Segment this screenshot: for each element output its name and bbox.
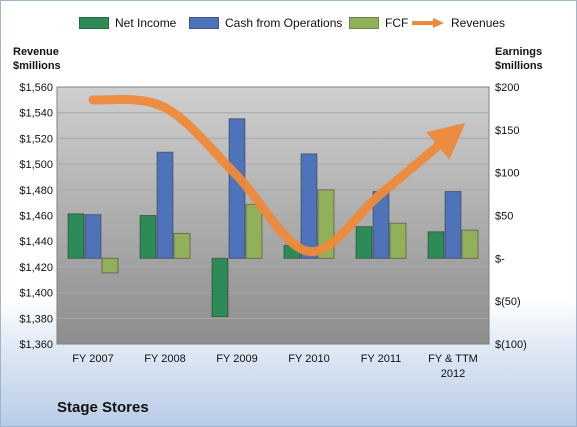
left-tick-label: $1,500	[19, 159, 53, 171]
category-label: FY 2008	[144, 353, 185, 365]
category-label: FY & TTM	[428, 353, 478, 365]
left-tick-label: $1,520	[19, 133, 53, 145]
fcf-bar	[173, 232, 191, 259]
cash-from-operations-bar	[84, 214, 102, 259]
chart-legend: Net Income Cash from Operations FCF Reve…	[1, 16, 576, 34]
legend-swatch-cash-from-operations	[189, 17, 219, 29]
legend-item-revenues: Revenues	[411, 16, 505, 30]
fcf-bar	[389, 222, 407, 259]
cash-from-operations-bar	[300, 153, 318, 259]
left-axis-title-line2: $millions	[13, 60, 61, 72]
legend-item-fcf: FCF	[349, 16, 408, 30]
company-name: Stage Stores	[57, 399, 149, 416]
left-tick-label: $1,540	[19, 108, 53, 120]
category-label: FY 2010	[288, 353, 329, 365]
right-axis-title-line2: $millions	[495, 60, 543, 72]
net-income-bar	[139, 215, 157, 259]
right-tick-label: $-	[495, 253, 505, 265]
left-tick-label: $1,420	[19, 262, 53, 274]
fcf-bar	[245, 203, 263, 259]
right-tick-label: $100	[495, 168, 519, 180]
right-tick-label: $150	[495, 125, 519, 137]
left-tick-label: $1,400	[19, 288, 53, 300]
legend-label-net-income: Net Income	[115, 16, 177, 30]
fcf-bar	[461, 229, 479, 259]
left-tick-label: $1,380	[19, 313, 53, 325]
legend-label-revenues: Revenues	[451, 16, 506, 30]
category-label: 2012	[441, 368, 465, 380]
left-tick-label: $1,440	[19, 236, 53, 248]
revenues-line	[88, 94, 466, 256]
legend-arrow-revenues	[412, 18, 444, 28]
left-tick-label: $1,480	[19, 185, 53, 197]
legend-swatch-fcf	[349, 17, 379, 29]
legend-label-cash-from-operations: Cash from Operations	[225, 16, 343, 30]
cash-from-operations-bar	[156, 151, 174, 259]
fcf-bar	[101, 257, 119, 274]
legend-swatch-net-income	[79, 17, 109, 29]
right-tick-label: $200	[495, 82, 519, 94]
left-tick-label: $1,560	[19, 82, 53, 94]
left-tick-label: $1,360	[19, 339, 53, 351]
legend-label-fcf: FCF	[385, 16, 409, 30]
right-tick-label: $(100)	[495, 339, 527, 351]
right-tick-label: $(50)	[495, 296, 521, 308]
right-axis-title-line1: Earnings	[495, 46, 543, 58]
left-tick-label: $1,460	[19, 211, 53, 223]
net-income-bar	[67, 213, 85, 259]
left-axis-title-line1: Revenue	[13, 46, 59, 58]
chart-svg: $1,360 $1,380 $1,400 $1,420 $1,440 $1,460 $1,4…	[19, 82, 527, 380]
net-income-bar	[211, 257, 229, 318]
net-income-bar	[355, 226, 373, 259]
net-income-bar	[427, 231, 445, 259]
category-label: FY 2011	[361, 353, 402, 365]
cash-from-operations-bar	[444, 191, 462, 259]
category-label: FY 2009	[216, 353, 257, 365]
legend-item-cash-from-operations: Cash from Operations	[189, 16, 342, 30]
right-tick-label: $50	[495, 211, 513, 223]
legend-item-net-income: Net Income	[79, 16, 176, 30]
right-axis-title: Earnings $millions	[495, 45, 543, 73]
category-label: FY 2007	[72, 353, 113, 365]
left-axis-title: Revenue $millions	[13, 45, 61, 73]
